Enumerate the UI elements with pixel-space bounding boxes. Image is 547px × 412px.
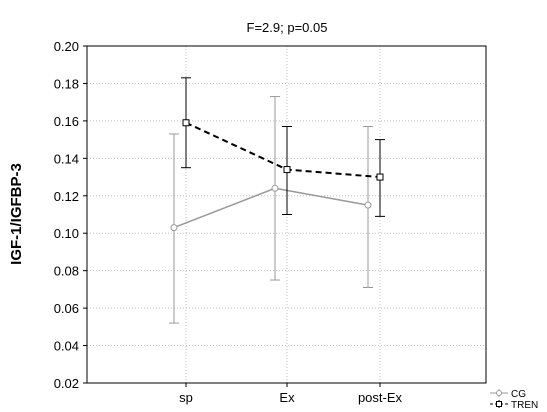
legend-marker-tren: [496, 401, 502, 407]
y-tick-label: 0.04: [54, 339, 79, 354]
data-point-cg: [364, 201, 372, 209]
axes: 0.02 0.04 0.06 0.08 0.10 0.12 0.14 0.16 0.18 0.20…: [54, 39, 487, 405]
y-tick-label: 0.14: [54, 151, 79, 166]
x-tick-label: Ex: [279, 390, 295, 405]
y-axis-label: IGF-1/IGFBP-3: [8, 163, 25, 265]
data-point-cg: [170, 224, 178, 232]
y-tick-label: 0.18: [54, 76, 79, 91]
y-tick-label: 0.02: [54, 376, 79, 391]
chart-title: F=2.9; p=0.05: [247, 20, 328, 35]
data-point-tren: [283, 166, 291, 174]
x-tick-label: post-Ex: [358, 390, 403, 405]
legend-marker-cg: [496, 390, 502, 396]
x-tick-label: sp: [179, 390, 193, 405]
legend-label-cg: CG: [511, 389, 526, 400]
y-tick-label: 0.10: [54, 226, 79, 241]
y-tick-label: 0.20: [54, 39, 79, 54]
y-tick-label: 0.06: [54, 301, 79, 316]
data-point-tren: [182, 119, 190, 127]
legend-label-tren: TREN: [511, 400, 538, 411]
y-tick-label: 0.08: [54, 264, 79, 279]
data-point-cg: [271, 184, 279, 192]
data-point-tren: [376, 173, 384, 181]
series-layer: [169, 77, 385, 324]
y-tick-label: 0.16: [54, 114, 79, 129]
y-tick-label: 0.12: [54, 189, 79, 204]
